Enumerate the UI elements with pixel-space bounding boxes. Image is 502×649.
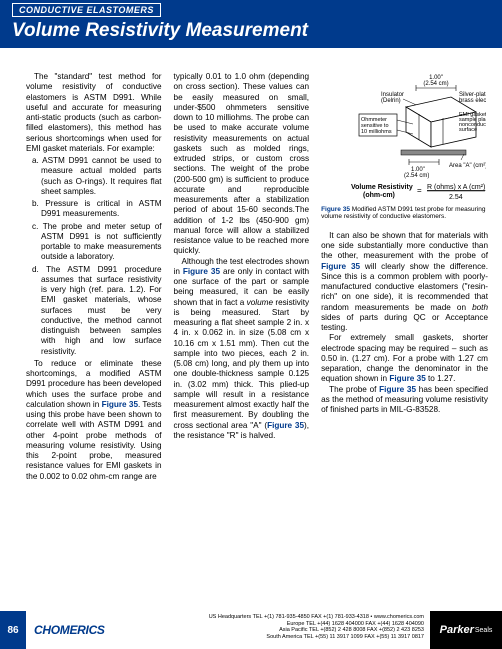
c3-p2: For extremely small gaskets, shorter ele… bbox=[321, 333, 488, 384]
c1-a: a. ASTM D991 cannot be used to measure a… bbox=[26, 156, 162, 197]
diagram: 1.00" (2.54 cm) Insulator (Delrin) Silve… bbox=[321, 72, 486, 202]
svg-text:surface: surface bbox=[459, 127, 477, 133]
header-tag: CONDUCTIVE ELASTOMERS bbox=[12, 3, 161, 17]
column-1: The "standard" test method for volume re… bbox=[26, 72, 162, 482]
svg-text:Volume Resistivity: Volume Resistivity bbox=[351, 184, 413, 191]
column-3: 1.00" (2.54 cm) Insulator (Delrin) Silve… bbox=[321, 72, 488, 482]
svg-text:(2.54 cm): (2.54 cm) bbox=[423, 81, 448, 87]
svg-text:(Delrin): (Delrin) bbox=[381, 98, 401, 104]
svg-text:Area "A" (cm²): Area "A" (cm²) bbox=[449, 163, 486, 169]
content: The "standard" test method for volume re… bbox=[0, 48, 502, 482]
svg-text:10 milliohms: 10 milliohms bbox=[361, 129, 392, 135]
c3-body: It can also be shown that for materials … bbox=[321, 231, 488, 416]
c1-p2: To reduce or eliminate these shortcoming… bbox=[26, 359, 162, 482]
contact-info: US Headquarters TEL +(1) 781-935-4850 FA… bbox=[126, 611, 428, 649]
c3-p3: The probe of Figure 35 has been specifie… bbox=[321, 385, 488, 416]
page-number: 86 bbox=[0, 611, 26, 649]
header: CONDUCTIVE ELASTOMERS Volume Resistivity… bbox=[0, 0, 502, 48]
svg-text:R (ohms) x A (cm²): R (ohms) x A (cm²) bbox=[427, 184, 485, 191]
c2-p1: typically 0.01 to 1.0 ohm (depending on … bbox=[174, 72, 310, 257]
header-title: Volume Resistivity Measurement bbox=[12, 20, 490, 42]
figure-caption: Figure 35 Modified ASTM D991 test probe … bbox=[321, 206, 488, 221]
figure-35: 1.00" (2.54 cm) Insulator (Delrin) Silve… bbox=[321, 72, 488, 221]
brand-logo: CHOMERICS bbox=[26, 611, 126, 649]
footer: 86 CHOMERICS US Headquarters TEL +(1) 78… bbox=[0, 611, 502, 649]
svg-text:brass electrodes: brass electrodes bbox=[459, 98, 486, 104]
svg-text:2.54: 2.54 bbox=[449, 194, 463, 201]
svg-text:(ohm-cm): (ohm-cm) bbox=[363, 192, 395, 199]
c1-p1: The "standard" test method for volume re… bbox=[26, 72, 162, 154]
c3-p1: It can also be shown that for materials … bbox=[321, 231, 488, 334]
c1-d: d. The ASTM D991 procedure assumes that … bbox=[26, 265, 162, 357]
c1-b: b. Pressure is critical in ASTM D991 mea… bbox=[26, 199, 162, 220]
parker-logo: ParkerSeals bbox=[428, 611, 502, 649]
c1-c: c. The probe and meter setup of ASTM D99… bbox=[26, 222, 162, 263]
column-2: typically 0.01 to 1.0 ohm (depending on … bbox=[174, 72, 310, 482]
svg-text:=: = bbox=[417, 186, 422, 195]
svg-text:(2.54 cm): (2.54 cm) bbox=[404, 173, 429, 179]
c2-p2: Although the test electrodes shown in Fi… bbox=[174, 257, 310, 442]
